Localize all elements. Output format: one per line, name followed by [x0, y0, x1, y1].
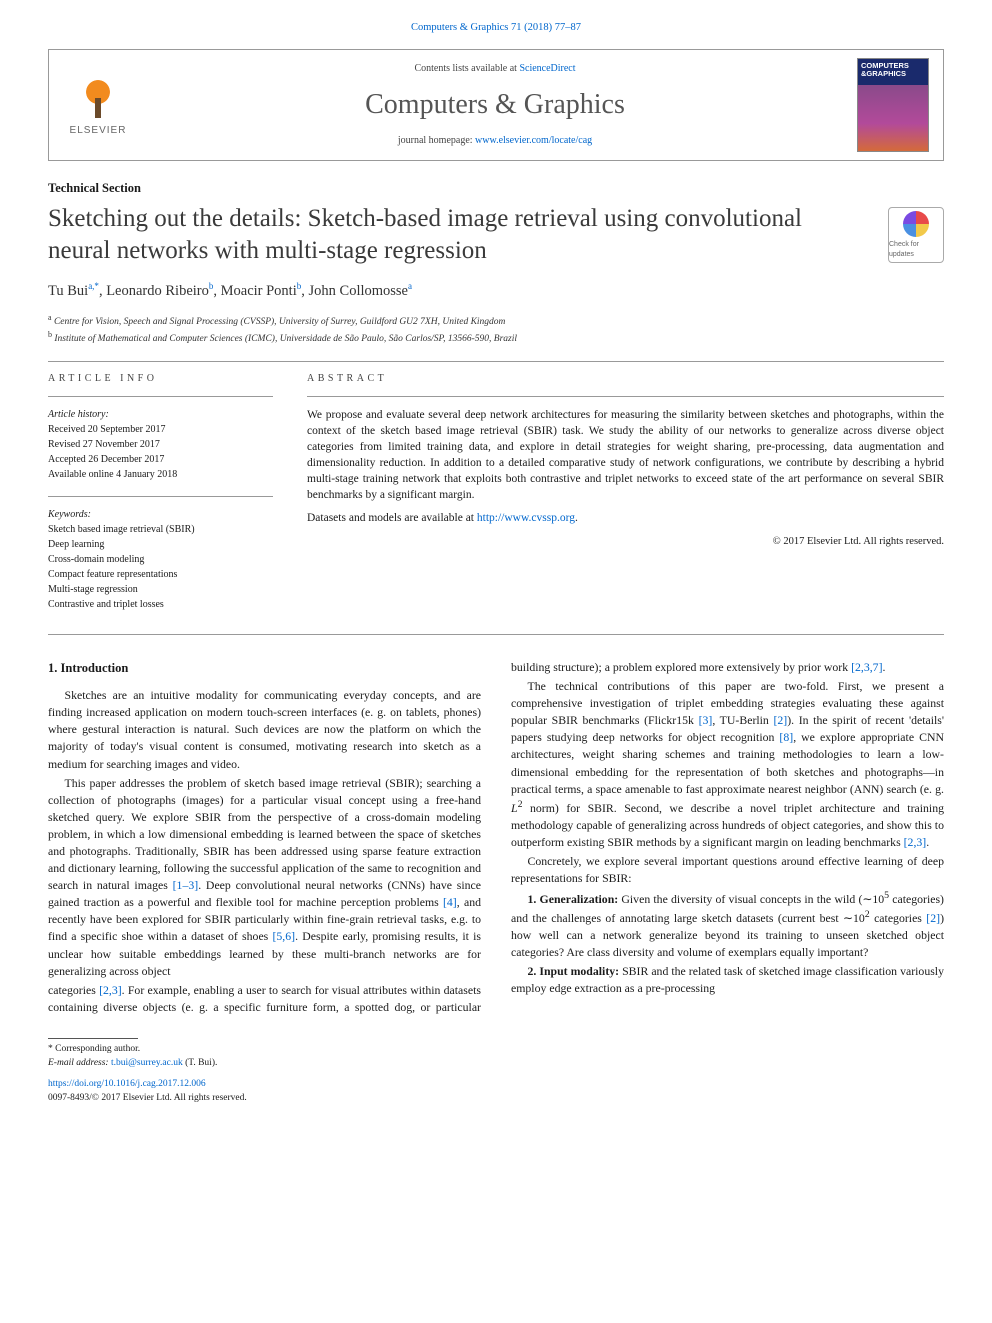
abstract-para: We propose and evaluate several deep net… [307, 407, 944, 504]
contents-prefix: Contents lists available at [414, 63, 519, 74]
copyright-line: © 2017 Elsevier Ltd. All rights reserved… [307, 534, 944, 549]
body-para: This paper addresses the problem of sket… [48, 775, 481, 980]
keyword-line: Sketch based image retrieval (SBIR) [48, 522, 273, 537]
section-label: Technical Section [48, 179, 944, 197]
body-para: Sketches are an intuitive modality for c… [48, 687, 481, 772]
email-label: E-mail address: [48, 1058, 109, 1068]
corresponding-label: * Corresponding author. [48, 1043, 944, 1057]
keywords-label: Keywords: [48, 507, 273, 522]
body-para: Concretely, we explore several important… [511, 853, 944, 887]
article-info-heading: article info [48, 372, 273, 387]
abstract-col: abstract We propose and evaluate several… [307, 372, 944, 627]
history-line: Received 20 September 2017 [48, 422, 273, 437]
journal-name: Computers & Graphics [149, 85, 841, 126]
doi-block: https://doi.org/10.1016/j.cag.2017.12.00… [48, 1078, 944, 1106]
body-para: The technical contributions of this pape… [511, 678, 944, 851]
contents-available-line: Contents lists available at ScienceDirec… [149, 62, 841, 77]
elsevier-logo: ELSEVIER [63, 66, 133, 144]
journal-header: ELSEVIER Contents lists available at Sci… [48, 49, 944, 161]
title-row: Sketching out the details: Sketch-based … [48, 203, 944, 266]
info-abstract-row: article info Article history: Received 2… [48, 372, 944, 627]
sciencedirect-link[interactable]: ScienceDirect [519, 63, 575, 74]
crossmark-badge[interactable]: Check for updates [888, 207, 944, 263]
abstract-datasets: Datasets and models are available at htt… [307, 510, 944, 526]
history-line: Accepted 26 December 2017 [48, 452, 273, 467]
keyword-line: Multi-stage regression [48, 582, 273, 597]
affiliations: a Centre for Vision, Speech and Signal P… [48, 312, 944, 347]
keyword-line: Cross-domain modeling [48, 552, 273, 567]
elsevier-wordmark: ELSEVIER [70, 124, 127, 139]
authors-line: Tu Buia,*, Leonardo Ribeirob, Moacir Pon… [48, 280, 944, 302]
homepage-prefix: journal homepage: [398, 135, 475, 146]
affiliation-line: a Centre for Vision, Speech and Signal P… [48, 312, 944, 329]
journal-citation: Computers & Graphics 71 (2018) 77–87 [48, 20, 944, 35]
datasets-prefix: Datasets and models are available at [307, 512, 477, 524]
body-para: 1. Generalization: Given the diversity o… [511, 889, 944, 961]
keyword-line: Contrastive and triplet losses [48, 597, 273, 612]
abstract-heading: abstract [307, 372, 944, 387]
divider [48, 634, 944, 635]
keyword-line: Deep learning [48, 537, 273, 552]
article-info-col: article info Article history: Received 2… [48, 372, 273, 627]
body-text: 1. Introduction Sketches are an intuitiv… [48, 659, 944, 1016]
footnote-rule [48, 1038, 138, 1039]
elsevier-tree-icon [73, 72, 123, 122]
datasets-link[interactable]: http://www.cvssp.org [477, 512, 575, 524]
abstract-text: We propose and evaluate several deep net… [307, 407, 944, 526]
body-para: 2. Input modality: SBIR and the related … [511, 963, 944, 997]
history-line: Available online 4 January 2018 [48, 467, 273, 482]
history-line: Revised 27 November 2017 [48, 437, 273, 452]
paper-title: Sketching out the details: Sketch-based … [48, 203, 870, 266]
doi-link[interactable]: https://doi.org/10.1016/j.cag.2017.12.00… [48, 1079, 206, 1089]
divider [48, 396, 273, 397]
section-heading: 1. Introduction [48, 659, 481, 677]
homepage-line: journal homepage: www.elsevier.com/locat… [149, 134, 841, 149]
divider [307, 396, 944, 397]
email-attribution: (T. Bui). [185, 1058, 217, 1068]
affiliation-line: b Institute of Mathematical and Computer… [48, 329, 944, 346]
issn-copyright: 0097-8493/© 2017 Elsevier Ltd. All right… [48, 1093, 247, 1103]
crossmark-label: Check for updates [889, 240, 943, 260]
history-label: Article history: [48, 407, 273, 422]
keywords-block: Keywords: Sketch based image retrieval (… [48, 507, 273, 612]
crossmark-icon [903, 211, 929, 237]
divider [48, 496, 273, 497]
homepage-link[interactable]: www.elsevier.com/locate/cag [475, 135, 592, 146]
header-center: Contents lists available at ScienceDirec… [149, 62, 841, 148]
divider [48, 361, 944, 362]
article-history-block: Article history: Received 20 September 2… [48, 407, 273, 482]
journal-cover-thumb: COMPUTERS &GRAPHICS [857, 58, 929, 152]
email-link[interactable]: t.bui@surrey.ac.uk [111, 1058, 183, 1068]
cover-title: COMPUTERS &GRAPHICS [861, 62, 925, 77]
corresponding-author: * Corresponding author. E-mail address: … [48, 1043, 944, 1071]
keyword-line: Compact feature representations [48, 567, 273, 582]
